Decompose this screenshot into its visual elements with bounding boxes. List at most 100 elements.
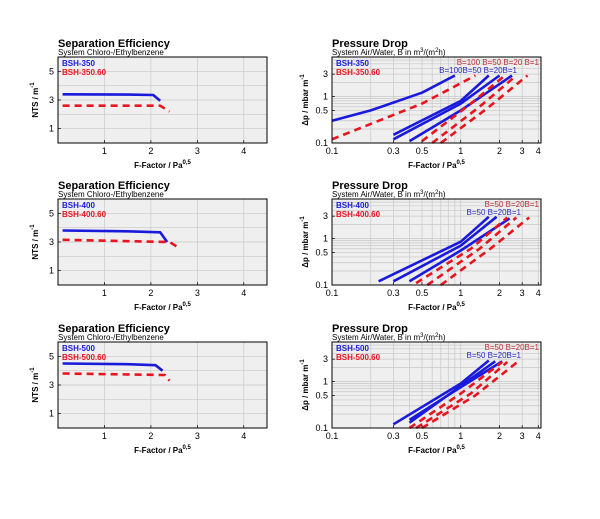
y-tick-label: 5 — [49, 208, 54, 218]
series-line-bsh-500-60-b-50 — [408, 360, 503, 430]
x-tick-label: 0.1 — [326, 146, 339, 156]
y-tick-label: 0.5 — [315, 390, 328, 400]
x-tick-label: 1 — [458, 288, 463, 298]
y-axis-label: Δp / mbar m-1 — [300, 74, 310, 126]
legend-entry: BSH-350 — [62, 59, 95, 68]
series-line-bsh-400-60-b-50 — [415, 216, 509, 285]
series-line-bsh-350-b-100 — [331, 74, 456, 123]
series-line-bsh-500-60-b-20 — [415, 361, 509, 430]
chart-subtitle: System Air/Water, B in m3/(m2h) — [332, 190, 446, 199]
series-line-bsh-350 — [62, 93, 162, 102]
b-labels-blue: B=100B=50 B=20B=1 — [439, 66, 517, 75]
x-tick-label: 2 — [497, 431, 502, 441]
x-tick-label: 1 — [458, 431, 463, 441]
chart-panel-right-2: 0.1 0.3 0.5 1 2 3 4 0.1 0.5 1 3 Pressure DropSystem… — [300, 180, 542, 312]
x-axis-label: F-Factor / Pa0,5 — [134, 302, 191, 312]
chart-title: Pressure Drop — [332, 323, 408, 335]
series-line-bsh-350-b-50 — [392, 74, 490, 136]
series-line-bsh-500-b-1 — [408, 360, 503, 421]
x-tick-label: 4 — [241, 288, 246, 298]
y-axis-label: Δp / mbar m-1 — [300, 359, 310, 411]
x-tick-label: 2 — [148, 288, 153, 298]
x-tick-label: 0.3 — [387, 146, 400, 156]
x-axis-label: F-Factor / Pa0,5 — [408, 445, 465, 455]
x-tick-label: 0.5 — [416, 146, 429, 156]
series-line-bsh-350-b-20 — [392, 74, 501, 141]
y-axis-label: Δp / mbar m-1 — [300, 216, 310, 268]
y-tick-label: 3 — [323, 211, 328, 221]
x-tick-label: 2 — [148, 431, 153, 441]
series-line-bsh-500 — [62, 362, 164, 372]
legend-entry: BSH-500 — [336, 344, 369, 353]
legend-entry: BSH-400.60 — [62, 210, 107, 219]
y-tick-label: 3 — [323, 354, 328, 364]
legend-entry: BSH-500.60 — [62, 353, 107, 362]
x-tick-label: 4 — [536, 288, 541, 298]
b-labels-blue: B=50 B=20B=1 — [467, 351, 522, 360]
x-tick-label: 0.3 — [387, 288, 400, 298]
y-tick-label: 3 — [49, 237, 54, 247]
x-axis-label: F-Factor / Pa0,5 — [408, 160, 465, 170]
y-axis-label: NTS / m-1 — [30, 367, 40, 403]
legend-entry: BSH-400 — [62, 201, 95, 210]
legend-entry: BSH-350.60 — [62, 68, 107, 77]
chart-panel-right-1: 0.1 0.3 0.5 1 2 3 4 0.1 0.5 1 3 Pressure DropSystem… — [300, 38, 542, 170]
series-line-bsh-400-60-b-20 — [426, 216, 518, 287]
series-line-bsh-500-60-b-1 — [421, 360, 520, 430]
x-tick-label: 3 — [195, 431, 200, 441]
b-labels-blue: B=50 B=20B=1 — [467, 208, 522, 217]
x-tick-label: 2 — [497, 288, 502, 298]
series-line-bsh-500-60 — [62, 372, 171, 382]
x-axis-label: F-Factor / Pa0,5 — [134, 160, 191, 170]
y-tick-label: 3 — [49, 95, 54, 105]
x-tick-label: 3 — [195, 288, 200, 298]
chart-panel-right-3: 0.1 0.3 0.5 1 2 3 4 0.1 0.5 1 3 Pressure DropSystem… — [300, 323, 542, 455]
legend-entry: BSH-400 — [336, 201, 369, 210]
x-tick-label: 3 — [520, 288, 525, 298]
series-line-bsh-350-60-b-50 — [421, 74, 506, 143]
chart-title: Pressure Drop — [332, 38, 408, 50]
legend-entry: BSH-500.60 — [336, 353, 381, 362]
legend-entry: BSH-350 — [336, 59, 369, 68]
plot-frame — [331, 341, 542, 429]
series-line-bsh-350-60-b-100 — [331, 74, 477, 141]
y-tick-label: 3 — [323, 69, 328, 79]
y-tick-label: 1 — [323, 233, 328, 243]
x-tick-label: 0.1 — [326, 288, 339, 298]
b-labels-red: B=50 B=20B=1 — [485, 200, 540, 209]
y-tick-label: 0.5 — [315, 105, 328, 115]
x-tick-label: 3 — [195, 146, 200, 156]
x-tick-label: 0.1 — [326, 431, 339, 441]
plot-frame — [331, 198, 542, 286]
x-tick-label: 1 — [102, 288, 107, 298]
x-tick-label: 4 — [241, 146, 246, 156]
y-tick-label: 1 — [323, 376, 328, 386]
x-tick-label: 0.3 — [387, 431, 400, 441]
y-tick-label: 0.5 — [315, 247, 328, 257]
b-labels-red: B=100 B=50 B=20 B=1 — [457, 58, 540, 67]
x-tick-label: 3 — [520, 431, 525, 441]
b-labels-red: B=50 B=20B=1 — [485, 343, 540, 352]
y-tick-label: 0.1 — [315, 423, 328, 433]
x-tick-label: 4 — [536, 146, 541, 156]
x-tick-label: 0.5 — [416, 288, 429, 298]
x-tick-label: 4 — [241, 431, 246, 441]
chart-subtitle: System Air/Water, B in m3/(m2h) — [332, 333, 446, 342]
legend-entry: BSH-400.60 — [336, 210, 381, 219]
x-axis-label: F-Factor / Pa0,5 — [408, 302, 465, 312]
y-tick-label: 5 — [49, 351, 54, 361]
y-axis-label: NTS / m-1 — [30, 82, 40, 118]
x-axis-label: F-Factor / Pa0,5 — [134, 445, 191, 455]
y-tick-label: 1 — [49, 266, 54, 276]
x-tick-label: 1 — [102, 431, 107, 441]
y-tick-label: 1 — [49, 409, 54, 419]
x-tick-label: 1 — [458, 146, 463, 156]
legend-entry: BSH-350.60 — [336, 68, 381, 77]
series-line-bsh-400-b-20 — [392, 215, 498, 283]
chart-title: Separation Efficiency — [58, 38, 171, 50]
series-line-bsh-400-b-1 — [408, 217, 511, 283]
y-tick-label: 1 — [323, 91, 328, 101]
